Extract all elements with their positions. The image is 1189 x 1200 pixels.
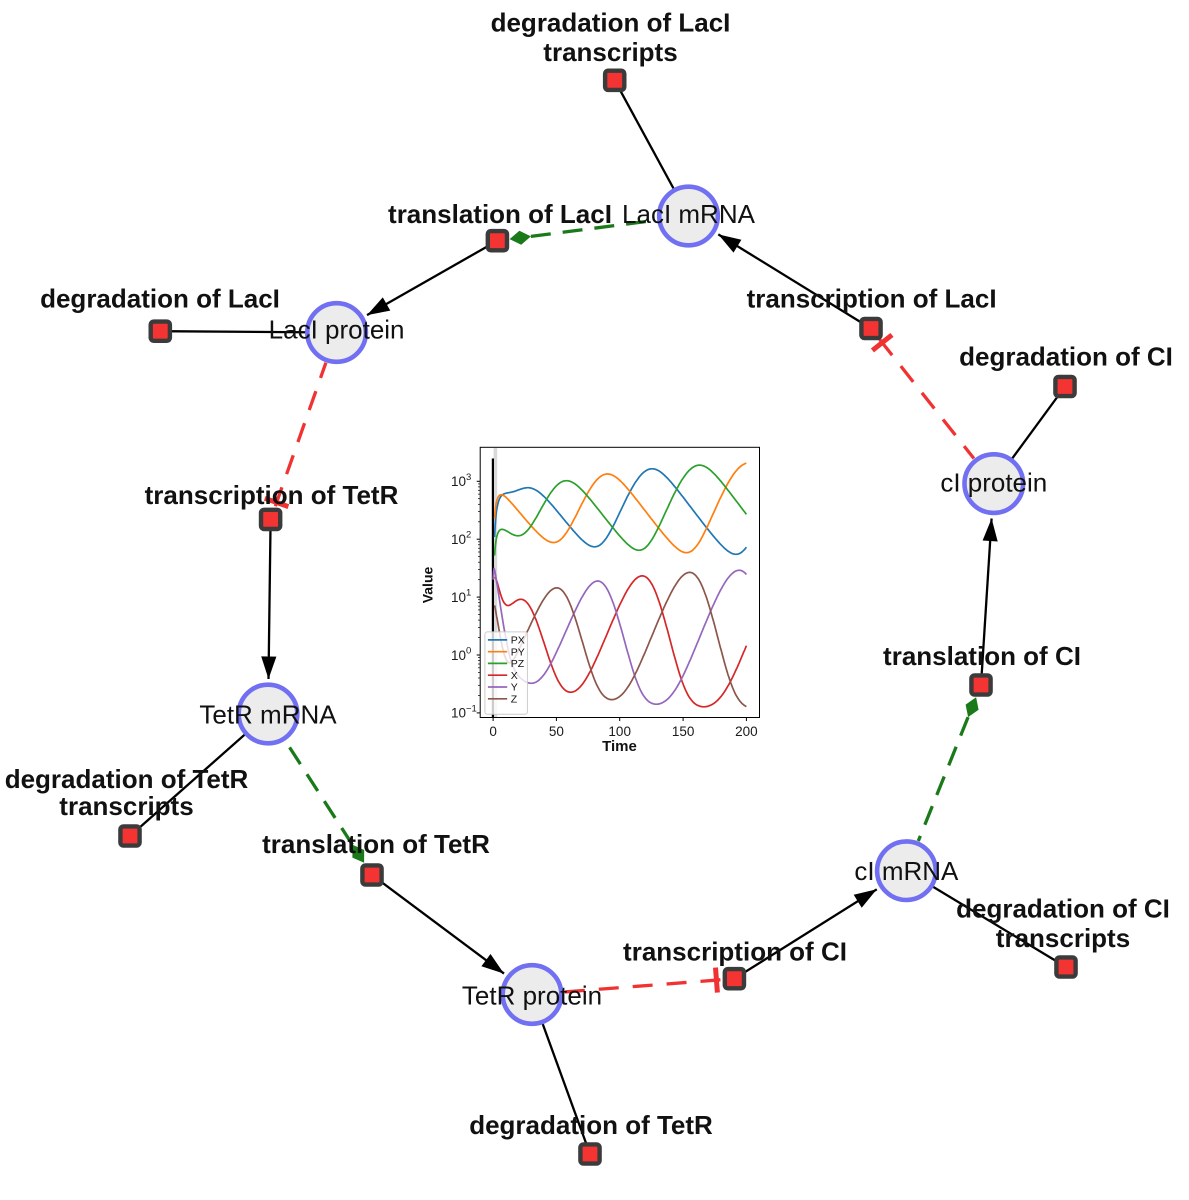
svg-text:2: 2 (466, 530, 471, 541)
svg-text:translation of TetR: translation of TetR (262, 829, 490, 859)
svg-text:50: 50 (549, 724, 564, 739)
svg-text:transcripts: transcripts (543, 37, 677, 67)
svg-text:LacI protein: LacI protein (269, 315, 405, 345)
svg-text:10: 10 (451, 590, 466, 605)
svg-text:cI mRNA: cI mRNA (854, 856, 959, 886)
svg-text:Z: Z (511, 693, 518, 705)
svg-text:200: 200 (735, 724, 758, 739)
svg-text:10: 10 (451, 532, 466, 547)
svg-text:translation of CI: translation of CI (883, 641, 1081, 671)
svg-text:degradation of CI: degradation of CI (959, 342, 1173, 372)
svg-text:100: 100 (608, 724, 631, 739)
svg-text:degradation of LacI: degradation of LacI (491, 7, 731, 37)
svg-text:−1: −1 (466, 703, 477, 714)
svg-text:3: 3 (466, 472, 471, 483)
svg-text:Y: Y (511, 682, 518, 694)
svg-text:150: 150 (672, 724, 695, 739)
svg-text:translation of LacI: translation of LacI (388, 199, 612, 229)
svg-text:cI protein: cI protein (940, 468, 1047, 498)
svg-text:transcription of TetR: transcription of TetR (145, 480, 399, 510)
svg-text:degradation of CI: degradation of CI (956, 894, 1170, 924)
svg-text:Time: Time (602, 738, 637, 755)
svg-text:TetR mRNA: TetR mRNA (199, 700, 337, 730)
svg-text:0: 0 (489, 724, 497, 739)
svg-text:LacI mRNA: LacI mRNA (622, 199, 756, 229)
svg-text:degradation of LacI: degradation of LacI (40, 284, 280, 314)
svg-text:TetR protein: TetR protein (462, 980, 602, 1010)
svg-text:0: 0 (466, 646, 471, 657)
svg-text:PZ: PZ (511, 658, 525, 670)
svg-text:transcripts: transcripts (996, 923, 1130, 953)
svg-text:transcription of LacI: transcription of LacI (747, 283, 997, 313)
svg-text:transcripts: transcripts (59, 791, 193, 821)
svg-text:transcription of CI: transcription of CI (623, 936, 847, 966)
svg-text:10: 10 (451, 706, 466, 721)
svg-text:X: X (511, 670, 518, 682)
svg-text:degradation of TetR: degradation of TetR (5, 764, 249, 794)
svg-text:PX: PX (511, 635, 525, 647)
svg-text:PY: PY (511, 646, 525, 658)
svg-text:1: 1 (466, 588, 471, 599)
svg-text:Value: Value (420, 567, 436, 604)
svg-text:10: 10 (451, 648, 466, 663)
svg-text:degradation of TetR: degradation of TetR (469, 1110, 713, 1140)
svg-text:10: 10 (451, 474, 466, 489)
